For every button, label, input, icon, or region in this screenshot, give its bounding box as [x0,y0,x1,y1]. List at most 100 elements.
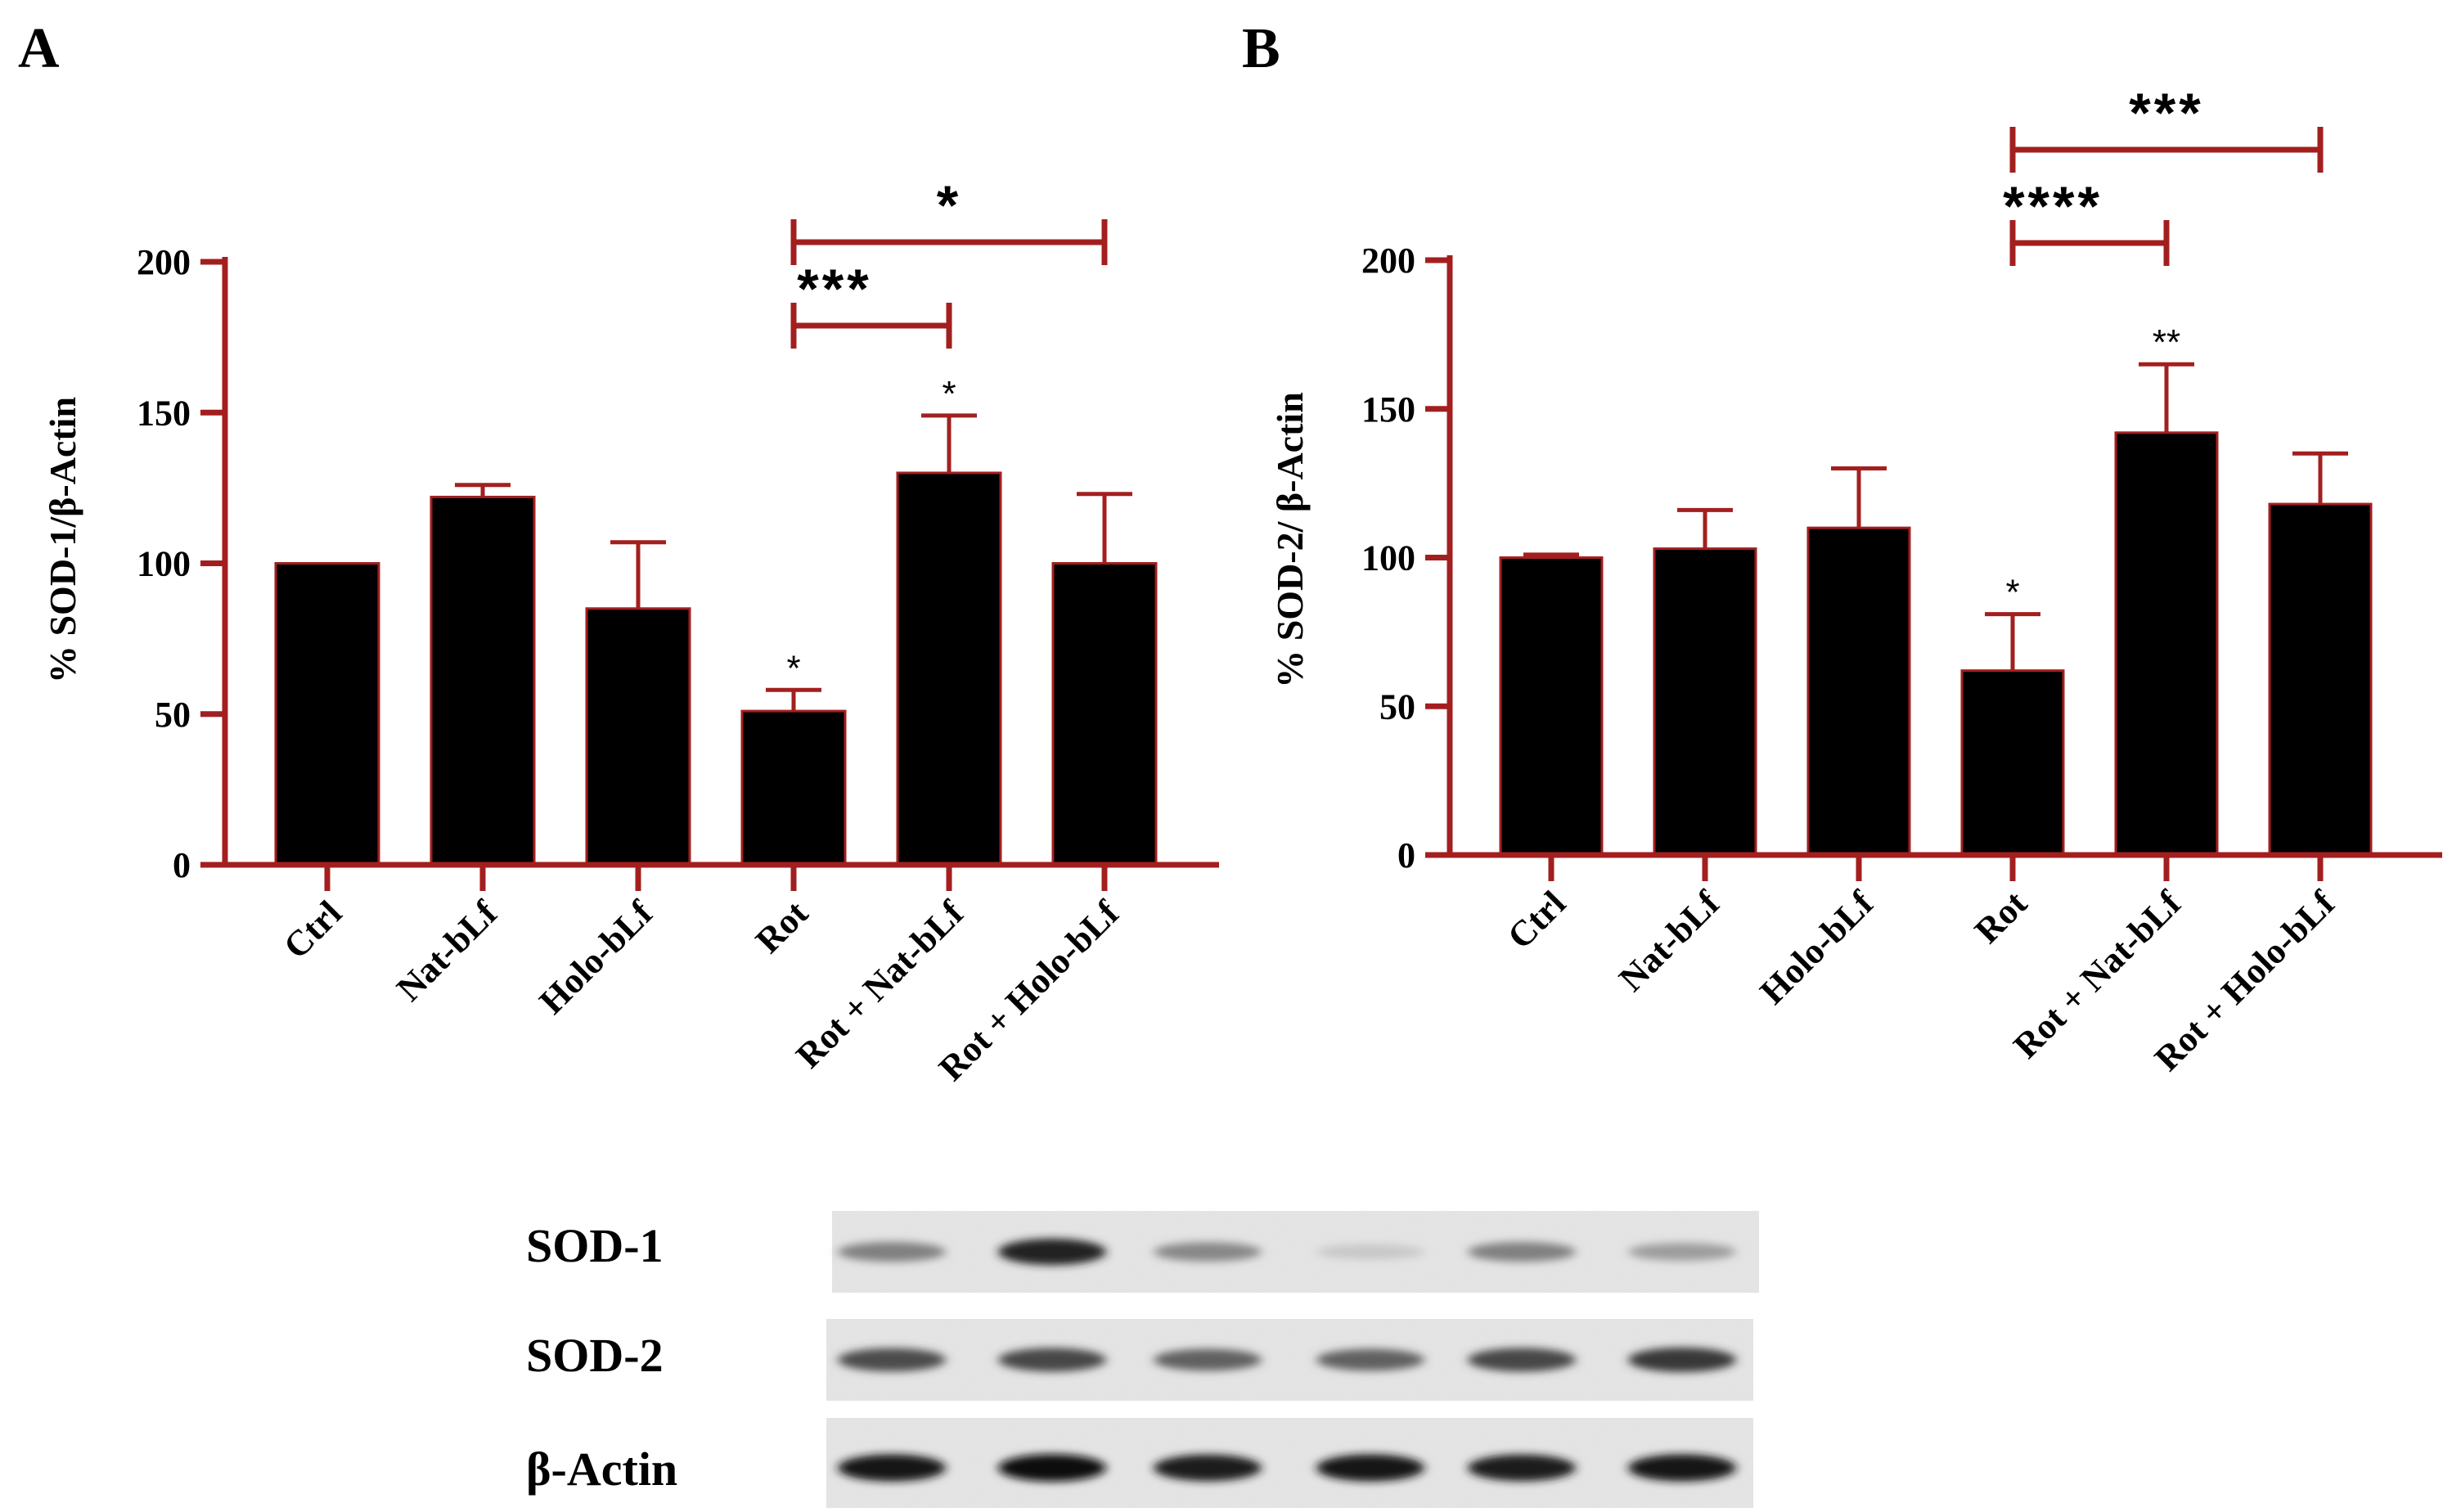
axes-a [200,257,1219,891]
bar-b-3 [1960,669,2065,857]
bar-a-5 [1051,562,1158,866]
category-label-b-1: Nat-bLf [1611,882,1728,999]
y-tick-labels-a: 0 50 100 150 200 [137,242,191,885]
bar-a-0 [274,562,380,866]
blot-noise-0 [832,1211,1759,1293]
blot-band-0-4 [1468,1241,1576,1262]
blot-band-1-0 [838,1348,946,1372]
blot-band-1-2 [1154,1348,1262,1371]
bar-annotation-a-4: * [942,374,956,414]
bar-a-2 [585,607,691,866]
error-bar-b-4 [2139,362,2194,433]
category-label-a-0: Ctrl [276,893,349,966]
blot-strip-0 [832,1211,1759,1293]
y-tick-label-a-3: 150 [137,393,191,433]
blot-band-0-5 [1628,1243,1736,1261]
bar-a-3 [740,709,847,866]
error-bar-a-5 [1077,492,1132,564]
bar-b-1 [1653,547,1757,857]
significance-bracket-a-0: *** [790,258,952,349]
category-label-a-1: Nat-bLf [389,892,506,1009]
bars-a [274,471,1158,866]
error-bar-a-1 [455,483,511,497]
axes-b [1425,255,2442,881]
bar-annotation-b-4: ** [2153,322,2180,362]
error-bars-a [455,413,1132,712]
bar-annotation-b-3: * [2005,573,2019,613]
significance-label-b-1: *** [2129,82,2203,144]
y-tick-label-b-4: 200 [1361,241,1415,281]
y-tick-label-b-2: 100 [1361,538,1415,578]
error-bars-b [1523,362,2348,671]
blot-band-0-0 [838,1241,946,1262]
bar-a-1 [430,495,536,866]
bar-b-2 [1806,526,1911,857]
significance-bracket-b-1: *** [2009,82,2324,173]
error-bar-b-3 [1985,612,2040,671]
bar-b-5 [2268,502,2373,857]
panel-letter-b: B [1242,17,1280,80]
blot-band-2-3 [1316,1454,1424,1482]
blot-band-0-3 [1316,1244,1424,1260]
significance-label-b-0: **** [2003,175,2103,237]
bar-a-4 [896,471,1002,866]
bar-annotation-a-3: * [786,648,800,688]
y-tick-labels-b: 0 50 100 150 200 [1361,241,1415,875]
y-tick-label-a-2: 100 [137,544,191,584]
significance-bracket-b-0: **** [2003,175,2170,266]
panel-letter-a: A [18,17,60,80]
y-tick-label-b-0: 0 [1397,835,1415,875]
significance-label-a-0: *** [797,258,871,320]
significance-brackets-b: ******* [2003,82,2324,266]
blot-strip-2 [826,1418,1753,1508]
blot-band-2-4 [1468,1454,1576,1482]
blot-strip-1 [826,1319,1753,1401]
y-tick-label-a-0: 0 [173,845,191,885]
category-label-b-0: Ctrl [1500,883,1573,956]
y-tick-label-b-1: 50 [1379,686,1415,727]
blot-noise-2 [826,1418,1753,1508]
significance-brackets-a: **** [790,174,1108,349]
blot-band-0-2 [1154,1242,1262,1262]
error-bar-b-2 [1831,466,1887,529]
chart-panel-b: B % SOD-2/ β-Actin 0 50 100 150 200 Ctrl Nat-… [1242,17,2442,1078]
error-bar-a-3 [766,687,821,712]
blot-strips [826,1211,1759,1508]
chart-panel-a: A % SOD-1/β-Actin 0 50 100 150 200 Ctrl Nat-b… [18,17,1219,1088]
category-label-b-2: Holo-bLf [1752,882,1882,1011]
significance-label-a-1: * [937,174,961,236]
blot-label-sod2: SOD-2 [526,1329,664,1382]
error-bar-a-2 [610,540,666,609]
bar-annotations-b: *** [2005,322,2180,612]
blot-band-2-0 [838,1454,946,1482]
blot-label-sod1: SOD-1 [526,1219,664,1272]
significance-bracket-a-1: * [790,174,1108,265]
blot-band-1-4 [1468,1348,1576,1372]
category-label-b-3: Rot [1967,883,2035,951]
bar-b-0 [1499,556,1604,857]
error-bar-b-1 [1677,507,1733,549]
blot-band-1-3 [1316,1348,1424,1371]
error-bar-a-4 [921,413,977,473]
y-axis-label-b: % SOD-2/ β-Actin [1269,392,1311,688]
bar-annotations-a: ** [786,374,956,688]
blot-band-0-1 [998,1238,1106,1266]
y-tick-label-b-3: 150 [1361,389,1415,430]
blot-band-1-5 [1628,1347,1736,1373]
bar-b-4 [2114,431,2219,857]
blot-band-2-1 [998,1454,1106,1482]
error-bar-b-0 [1523,552,1579,558]
blot-label-actin: β-Actin [526,1442,677,1496]
y-tick-label-a-4: 200 [137,242,191,282]
category-label-a-2: Holo-bLf [532,892,661,1021]
bars-b [1499,431,2373,857]
error-bar-b-5 [2292,451,2348,505]
blot-band-1-1 [998,1348,1106,1372]
blot-band-2-5 [1628,1454,1736,1482]
blot-noise-1 [826,1319,1753,1401]
category-label-a-3: Rot [748,893,816,961]
western-blot: SOD-1 SOD-2 β-Actin [526,1211,1759,1508]
